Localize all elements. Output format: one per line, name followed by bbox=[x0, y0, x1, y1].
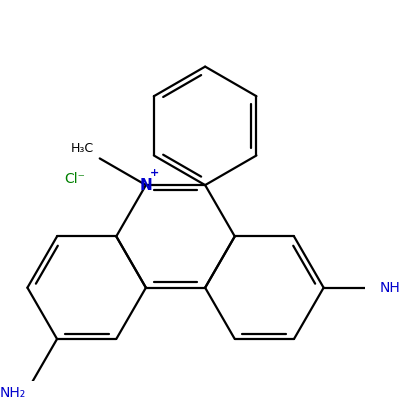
Text: H₃C: H₃C bbox=[71, 142, 94, 156]
Text: +: + bbox=[150, 168, 160, 178]
Text: Cl⁻: Cl⁻ bbox=[64, 172, 85, 186]
Text: NH₂: NH₂ bbox=[380, 281, 400, 295]
Text: N: N bbox=[140, 178, 152, 192]
Text: NH₂: NH₂ bbox=[0, 386, 26, 400]
